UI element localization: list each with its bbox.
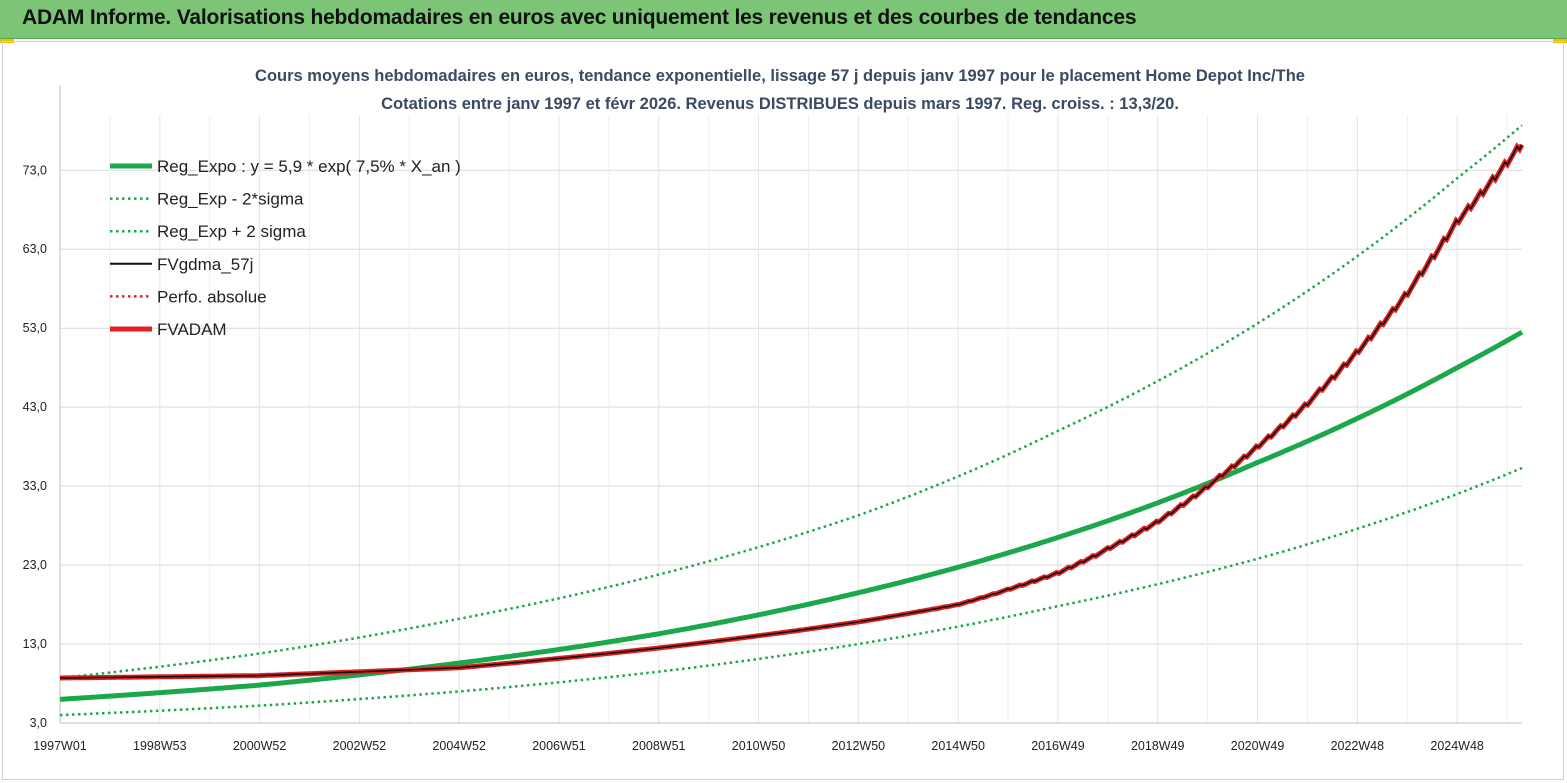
legend: Reg_Expo : y = 5,9 * exp( 7,5% * X_an ) R… — [110, 157, 461, 339]
series-line-1 — [59, 466, 1523, 717]
x-axis: 1997W01 1998W53 2000W52 2002W52 2004W52 2006W… — [33, 739, 1484, 753]
x-tick-label: 1997W01 — [33, 739, 87, 753]
x-tick-label: 2006W51 — [532, 739, 586, 753]
x-tick-label: 2004W52 — [432, 739, 486, 753]
series-lines — [59, 124, 1525, 717]
chart-title: Cours moyens hebdomadaires en euros, ten… — [255, 67, 1305, 85]
x-tick-label: 1998W53 — [133, 739, 187, 753]
series-line-2 — [59, 124, 1523, 680]
x-tick-label: 2014W50 — [931, 739, 985, 753]
report-title: ADAM Informe. Valorisations hebdomadaire… — [22, 6, 1137, 29]
x-tick-label: 2002W52 — [333, 739, 387, 753]
y-tick-label: 73,0 — [23, 163, 47, 177]
y-tick-label: 33,0 — [23, 479, 47, 493]
y-tick-label: 63,0 — [23, 242, 47, 256]
x-tick-label: 2008W51 — [632, 739, 686, 753]
x-tick-label: 2016W49 — [1031, 739, 1085, 753]
x-tick-label: 2020W49 — [1231, 739, 1285, 753]
legend-label: Reg_Exp - 2*sigma — [157, 190, 304, 209]
report-banner: ADAM Informe. Valorisations hebdomadaire… — [0, 0, 1567, 39]
x-tick-label: 2022W48 — [1331, 739, 1385, 753]
x-tick-label: 2000W52 — [233, 739, 287, 753]
legend-label: Reg_Exp + 2 sigma — [157, 222, 306, 241]
x-tick-label: 2024W48 — [1430, 739, 1484, 753]
x-tick-label: 2010W50 — [732, 739, 786, 753]
x-tick-label: 2018W49 — [1131, 739, 1185, 753]
y-axis: 3,0 13,0 23,0 33,0 43,0 53,0 63,0 73,0 — [23, 163, 47, 730]
y-tick-label: 23,0 — [23, 558, 47, 572]
grid — [59, 85, 1522, 724]
series-line-3 — [60, 144, 1523, 679]
y-tick-label: 53,0 — [23, 321, 47, 335]
y-tick-label: 13,0 — [23, 637, 47, 651]
chart-frame — [2, 41, 1564, 780]
legend-label: Perfo. absolue — [157, 287, 267, 306]
legend-label: FVADAM — [157, 320, 227, 339]
chart-subtitle: Cotations entre janv 1997 et févr 2026. … — [381, 95, 1179, 113]
y-tick-label: 43,0 — [23, 400, 47, 414]
x-tick-label: 2012W50 — [832, 739, 886, 753]
legend-label: FVgdma_57j — [157, 255, 253, 274]
y-tick-label: 3,0 — [30, 716, 47, 730]
series-line-0 — [59, 329, 1524, 702]
legend-label: Reg_Expo : y = 5,9 * exp( 7,5% * X_an ) — [157, 157, 461, 176]
